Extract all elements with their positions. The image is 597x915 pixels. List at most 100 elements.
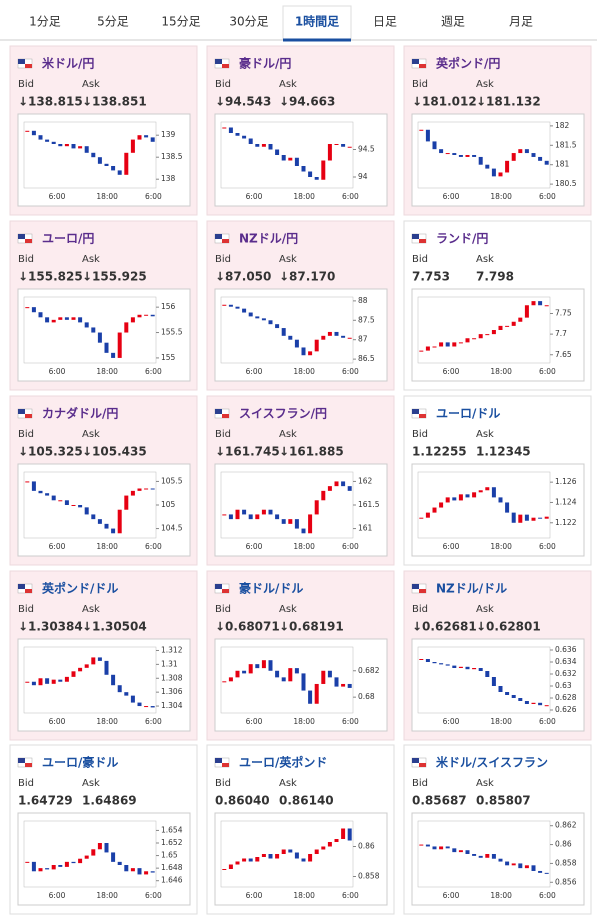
pair-name[interactable]: カナダドル/円 [42,406,118,421]
candle [472,492,477,498]
candle [321,490,326,501]
flag-icon-part [419,239,426,243]
rate-card[interactable]: 米ドル/円 Bid Ask ↓138.815 ↓138.851 138 138.5 139 6:… [9,45,198,216]
rate-card[interactable]: ランド/円 Bid Ask 7.753 7.798 7.65 7.7 7.75 6:00 18:0… [403,220,592,391]
rate-card[interactable]: NZドル/円 Bid Ask ↓87.050 ↓87.170 86.5 87 87.5 88 6:… [206,220,395,391]
candle [228,127,233,133]
rate-card[interactable]: ユーロ/豪ドル Bid Ask 1.64729 1.64869 1.646 1.648 1.6… [9,744,198,915]
candle [321,846,326,850]
pair-name[interactable]: ユーロ/円 [42,232,94,246]
pair-name[interactable]: ユーロ/英ポンド [239,755,327,770]
pair-name[interactable]: 豪ドル/円 [239,56,291,71]
rate-card[interactable]: ユーロ/ドル Bid Ask 1.12255 1.12345 1.122 1.124 1.12… [403,395,592,566]
candle [130,695,135,703]
y-tick-label: 0.68 [358,692,375,701]
candle [505,160,510,173]
candle [150,871,155,873]
candle [222,304,227,306]
x-tick-label: 6:00 [443,891,460,900]
candle [511,863,516,866]
x-tick-label: 6:00 [246,542,263,551]
candle [268,320,273,325]
pair-name[interactable]: 豪ドル/ドル [239,581,303,596]
chart-box [214,638,388,732]
chart-box [214,288,388,382]
candle [524,514,529,521]
rate-card[interactable]: 豪ドル/ドル Bid Ask ↓0.68071 ↓0.68191 0.68 0.682 6:0… [206,570,395,741]
y-tick-label: 1.648 [161,863,183,872]
pair-name[interactable]: NZドル/円 [239,232,298,246]
rate-card[interactable]: 英ポンド/ドル Bid Ask ↓1.30384 ↓1.30504 1.304 1.306 1… [9,570,198,741]
x-tick-label: 6:00 [443,717,460,726]
candle [71,505,76,506]
candle [144,135,149,138]
tab[interactable]: 1時間足 [295,14,339,29]
y-tick-label: 1.654 [161,825,183,834]
plot-frame [23,121,157,189]
y-tick-label: 0.862 [555,821,577,830]
candle [472,155,477,157]
pair-name[interactable]: NZドル/ドル [436,582,507,596]
y-tick-label: 1.646 [161,876,183,885]
x-tick-label: 6:00 [145,891,162,900]
candle [478,156,483,165]
tab[interactable]: 月足 [509,15,533,29]
pair-name[interactable]: ランド/円 [436,232,488,246]
candle [478,855,483,858]
candle [452,848,457,853]
candle [301,347,306,356]
candle [71,144,76,149]
rate-card[interactable]: 米ドル/スイスフラン Bid Ask 0.85687 0.85807 0.856 0.858… [403,744,592,915]
pair-name[interactable]: 英ポンド/円 [436,56,500,71]
tab[interactable]: 週足 [441,15,465,29]
tab[interactable]: 30分足 [229,15,268,29]
candle [31,681,36,686]
rate-card[interactable]: ユーロ/円 Bid Ask ↓155.825 ↓155.925 155 155.5 156 6:… [9,220,198,391]
pair-name[interactable]: ユーロ/豪ドル [42,755,118,770]
tab[interactable]: 日足 [373,15,397,29]
bid-value: ↓94.543 [215,95,271,109]
candle [51,319,56,323]
flag-icon-part [215,234,222,239]
ask-value: ↓87.170 [279,270,335,284]
x-tick-label: 6:00 [49,891,66,900]
tab[interactable]: 15分足 [161,15,200,29]
ask-label: Ask [476,79,494,90]
candle [51,679,56,684]
y-tick-label: 0.636 [555,645,577,654]
candle [97,657,102,661]
y-tick-label: 0.628 [555,693,577,702]
rate-card[interactable]: 英ポンド/円 Bid Ask ↓181.012 ↓181.132 180.5 181 181.… [403,45,592,216]
candle [111,528,116,534]
candle [111,352,116,358]
x-tick-label: 18:00 [490,891,512,900]
tab[interactable]: 1分足 [29,15,61,29]
candle [91,152,96,158]
pair-name[interactable]: 米ドル/円 [42,56,94,71]
candle [124,152,129,175]
candle [288,157,293,161]
candle [45,868,50,870]
bid-label: Bid [215,79,231,90]
pair-name[interactable]: ユーロ/ドル [436,407,500,421]
y-tick-label: 1.308 [161,673,183,682]
rate-card[interactable]: スイスフラン/円 Bid Ask ↓161.745 ↓161.885 161 161.5 16… [206,395,395,566]
candle [465,155,470,157]
candle [458,342,463,344]
chart-box [17,638,191,732]
pair-name[interactable]: 米ドル/スイスフラン [436,755,548,770]
candle [321,670,326,684]
candle [38,678,43,686]
bid-value: 7.753 [412,270,450,284]
candle [281,328,286,336]
pair-name[interactable]: 英ポンド/ドル [42,581,118,596]
rate-card[interactable]: ユーロ/英ポンド Bid Ask 0.86040 0.86140 0.858 0.86 6:0… [206,744,395,915]
candle [64,500,69,505]
pair-name[interactable]: スイスフラン/円 [239,407,327,421]
rate-card[interactable]: NZドル/ドル Bid Ask ↓0.62681 ↓0.62801 0.626 0.628 0… [403,570,592,741]
x-tick-label: 6:00 [443,542,460,551]
rate-card[interactable]: カナダドル/円 Bid Ask ↓105.325 ↓105.435 104.5 105 105… [9,395,198,566]
candle [144,871,149,875]
tab[interactable]: 5分足 [97,15,129,29]
rate-card[interactable]: 豪ドル/円 Bid Ask ↓94.543 ↓94.663 94 94.5 6:00 18:00… [206,45,395,216]
